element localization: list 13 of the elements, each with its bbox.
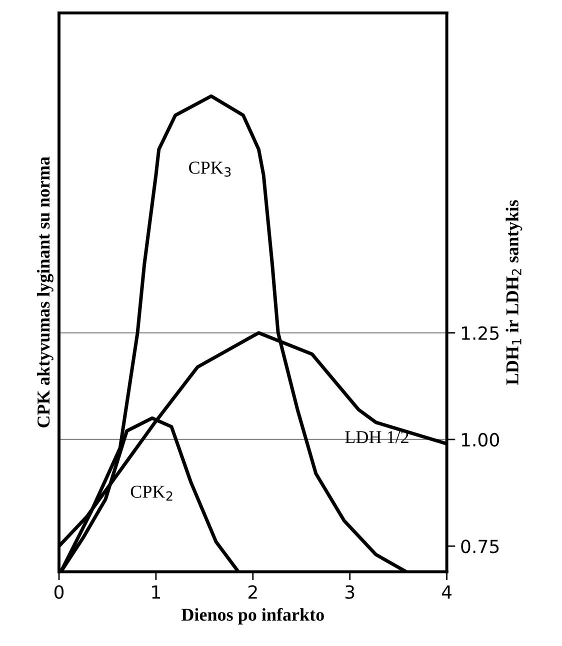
x-tick-label: 0	[54, 585, 64, 599]
series-label: CPK$_{2}$	[130, 486, 172, 501]
y2-tick-label: 1.25	[462, 326, 499, 340]
x-tick-label: 2	[248, 585, 257, 599]
x-tick-label: 4	[442, 585, 452, 599]
y2-tick-label: 0.75	[461, 540, 499, 554]
x-tick-label: 3	[345, 585, 354, 599]
x-tick-label: 1	[152, 585, 160, 599]
y-axis-title: CPK aktyvumas lyginant su norma	[36, 156, 54, 428]
y2-axis-title: LDH$_{1}$ ir LDH$_{2}$ santykis	[506, 200, 522, 385]
y2-tick-label: 1.00	[462, 432, 499, 447]
series-label: CPK$_{3}$	[189, 162, 231, 177]
x-axis-title: Dienos po infarkto	[181, 608, 324, 624]
